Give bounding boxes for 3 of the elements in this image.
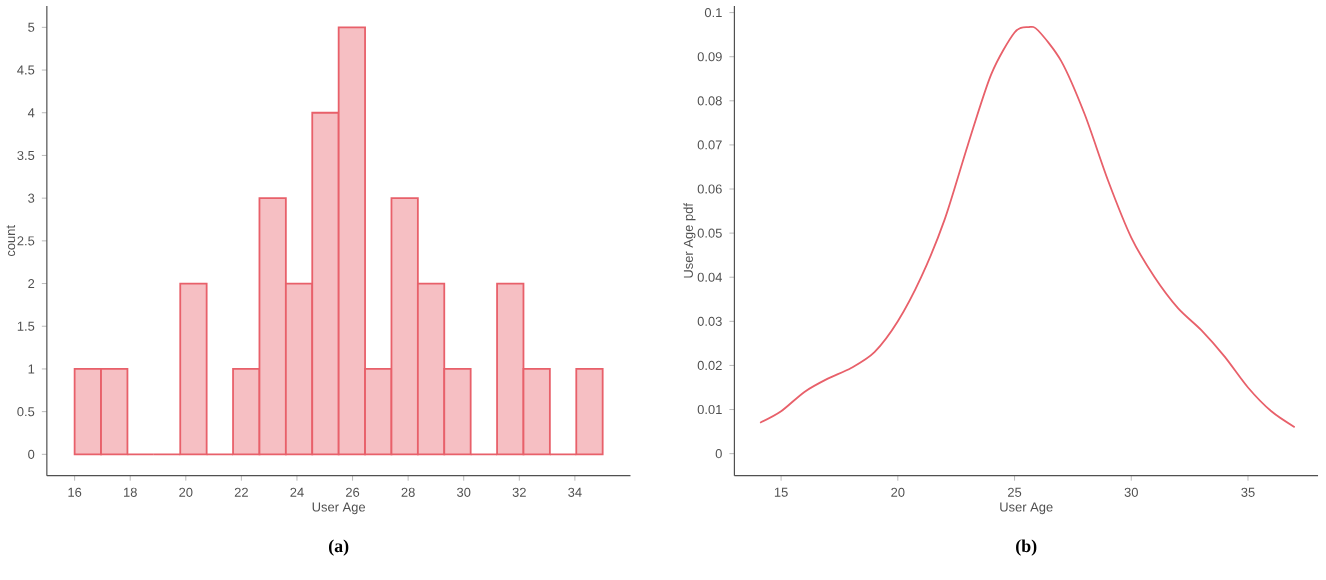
text: (b) — [1016, 539, 1037, 556]
line-series — [759, 26, 1296, 429]
text: (a) — [328, 539, 349, 556]
